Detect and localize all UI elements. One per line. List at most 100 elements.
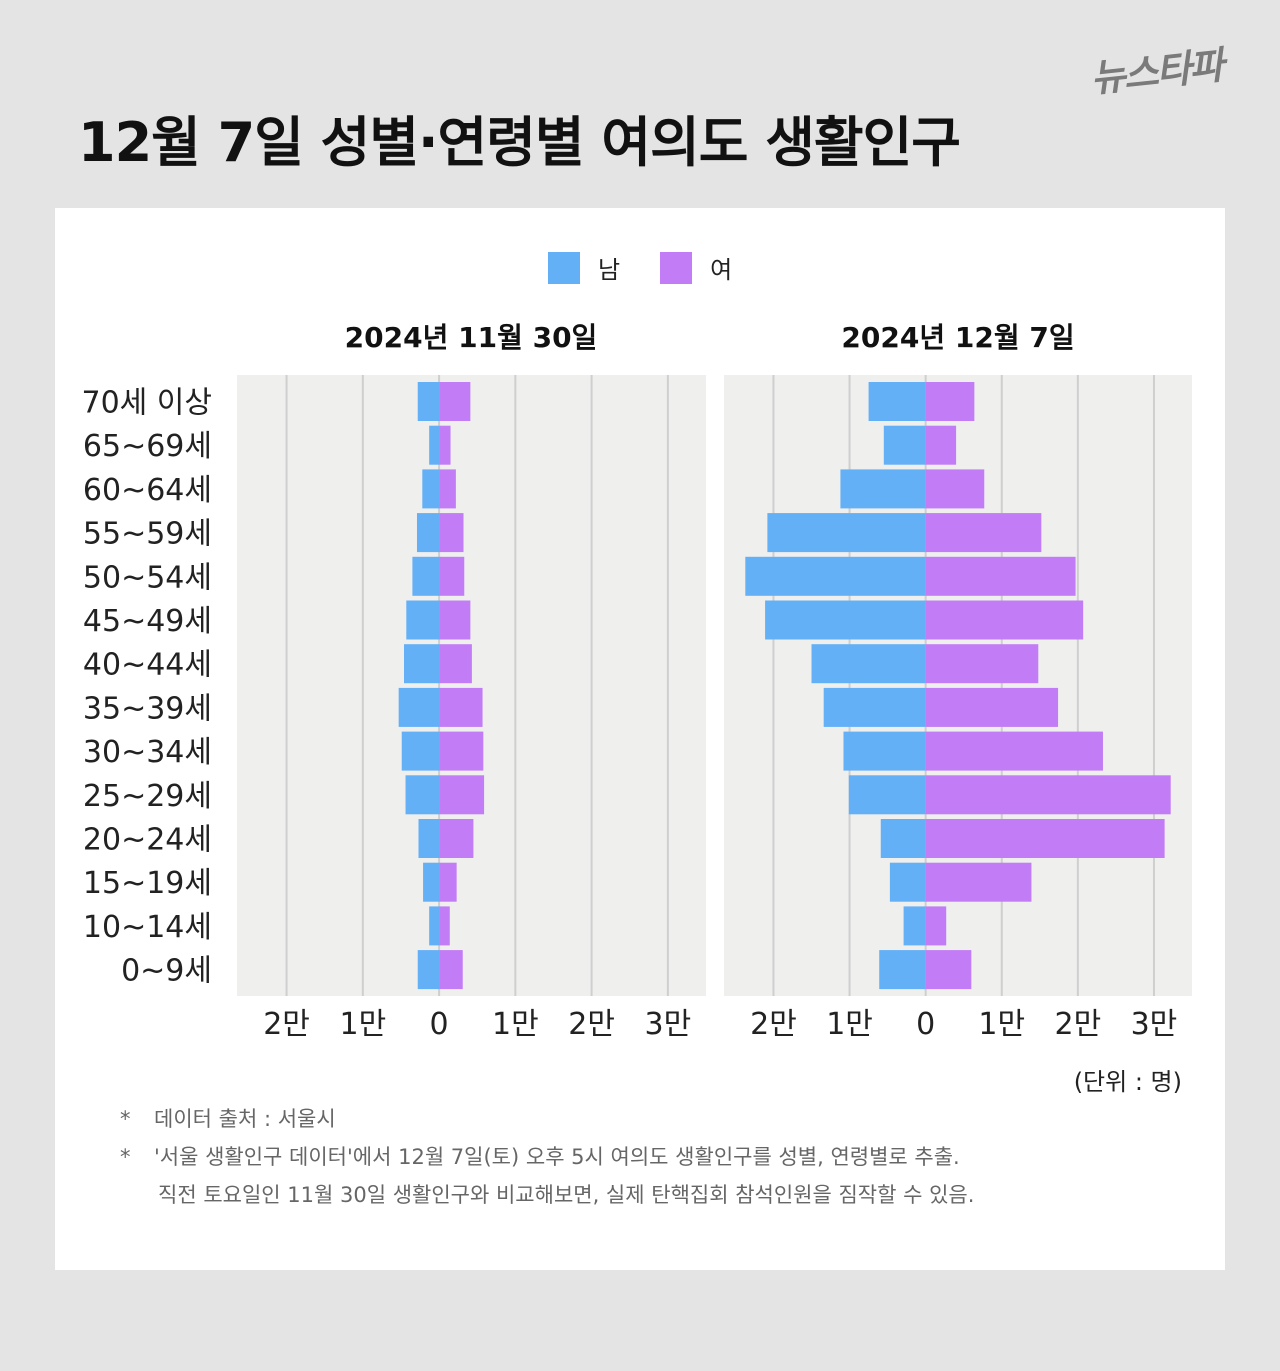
right-bar-female — [925, 556, 1076, 596]
age-group-label: 30~34세 — [83, 735, 212, 770]
left-bar-male — [404, 644, 440, 684]
right-bar-male — [745, 556, 926, 596]
legend-female-swatch — [660, 251, 693, 284]
left-tick-label: 2만 — [263, 1007, 310, 1042]
right-bar-female — [925, 950, 972, 990]
left-bar-female — [439, 644, 472, 684]
left-bar-male — [401, 731, 440, 771]
right-bar-female — [925, 425, 957, 465]
age-group-label: 15~19세 — [83, 866, 212, 901]
right-bar-male — [903, 906, 926, 946]
unit-note: (단위 : 명) — [1073, 1068, 1182, 1096]
page-title: 12월 7일 성별·연령별 여의도 생활인구 — [78, 111, 961, 174]
right-tick-label: 0 — [916, 1007, 935, 1042]
right-bar-male — [843, 731, 926, 771]
right-bar-female — [925, 775, 1171, 815]
left-bar-male — [417, 950, 440, 990]
age-group-label: 70세 이상 — [81, 386, 212, 421]
left-bar-male — [422, 469, 440, 509]
right-bar-male — [883, 425, 926, 465]
right-bar-female — [925, 513, 1042, 553]
left-bar-female — [439, 862, 457, 902]
right-tick-label: 2만 — [750, 1007, 797, 1042]
age-group-label: 55~59세 — [83, 517, 212, 552]
age-group-label: 45~49세 — [83, 604, 212, 639]
left-bar-male — [416, 513, 440, 553]
right-bar-female — [925, 469, 985, 509]
left-plot-area — [237, 375, 706, 996]
age-group-label: 60~64세 — [83, 473, 212, 508]
age-group-label: 20~24세 — [83, 823, 212, 858]
right-bar-female — [925, 862, 1032, 902]
right-bar-female — [925, 687, 1059, 727]
legend-male: 남 — [548, 250, 620, 285]
right-bar-female — [925, 644, 1039, 684]
right-bar-male — [840, 469, 926, 509]
left-bar-male — [398, 687, 440, 727]
right-bar-female — [925, 600, 1084, 640]
left-tick-label: 2만 — [568, 1007, 615, 1042]
age-group-label: 50~54세 — [83, 560, 212, 595]
right-bar-male — [889, 862, 926, 902]
panel-title-right: 2024년 12월 7일 — [841, 321, 1075, 354]
left-bar-female — [439, 775, 485, 815]
age-group-label: 35~39세 — [83, 691, 212, 726]
age-group-label: 65~69세 — [83, 429, 212, 464]
footnote-2: * '서울 생활인구 데이터'에서 12월 7일(토) 오후 5시 여의도 생활… — [120, 1138, 1200, 1176]
right-tick-label: 3만 — [1131, 1007, 1178, 1042]
left-bar-female — [439, 906, 450, 946]
right-bar-female — [925, 906, 947, 946]
legend-male-swatch — [548, 251, 580, 284]
right-bar-male — [880, 819, 926, 858]
left-bar-female — [439, 469, 456, 509]
left-bar-female — [439, 513, 464, 553]
footnote-1-mark: * — [120, 1107, 131, 1131]
left-bar-female — [439, 687, 483, 727]
left-bar-male — [406, 600, 440, 640]
age-group-label: 10~14세 — [83, 910, 212, 945]
right-bar-male — [848, 775, 926, 815]
footnote-1: * 데이터 출처 : 서울시 — [120, 1100, 1200, 1138]
left-bar-male — [429, 906, 440, 946]
left-bar-female — [439, 819, 474, 858]
left-bar-female — [439, 600, 471, 640]
left-tick-label: 1만 — [339, 1007, 386, 1042]
left-bar-male — [423, 862, 440, 902]
legend-female: 여 — [660, 250, 732, 285]
footnotes: * 데이터 출처 : 서울시 * '서울 생활인구 데이터'에서 12월 7일(… — [120, 1100, 1200, 1214]
footnote-2-mark: * — [120, 1145, 131, 1169]
footnote-1-text: 데이터 출처 : 서울시 — [154, 1107, 336, 1131]
right-tick-label: 2만 — [1055, 1007, 1102, 1042]
right-bar-male — [868, 382, 926, 421]
left-tick-label: 3만 — [645, 1007, 692, 1042]
right-plot-area — [724, 375, 1192, 996]
panel-title-left: 2024년 11월 30일 — [344, 321, 598, 354]
right-bar-male — [823, 687, 926, 727]
right-tick-label: 1만 — [978, 1007, 1025, 1042]
left-tick-label: 0 — [430, 1007, 449, 1042]
left-bar-female — [439, 382, 471, 421]
right-bar-male — [811, 644, 926, 684]
left-bar-female — [439, 556, 465, 596]
right-bar-female — [925, 731, 1103, 771]
left-bar-male — [405, 775, 440, 815]
right-bar-male — [767, 513, 926, 553]
left-bar-female — [439, 950, 463, 990]
right-bar-male — [879, 950, 926, 990]
legend: 남 여 — [548, 250, 772, 285]
right-tick-label: 1만 — [826, 1007, 873, 1042]
age-group-label: 0~9세 — [121, 954, 212, 989]
age-group-label: 25~29세 — [83, 779, 212, 814]
footnote-2-continued: 직전 토요일인 11월 30일 생활인구와 비교해보면, 실제 탄핵집회 참석인… — [158, 1183, 975, 1207]
footnote-2-text: '서울 생활인구 데이터'에서 12월 7일(토) 오후 5시 여의도 생활인구… — [154, 1145, 960, 1169]
left-tick-label: 1만 — [492, 1007, 539, 1042]
age-group-label: 40~44세 — [83, 648, 212, 683]
legend-female-label: 여 — [710, 256, 733, 284]
left-bar-male — [418, 819, 440, 858]
left-bar-female — [439, 425, 451, 465]
left-bar-male — [412, 556, 440, 596]
right-bar-female — [925, 382, 975, 421]
legend-male-label: 남 — [598, 256, 621, 284]
right-bar-female — [925, 819, 1165, 858]
